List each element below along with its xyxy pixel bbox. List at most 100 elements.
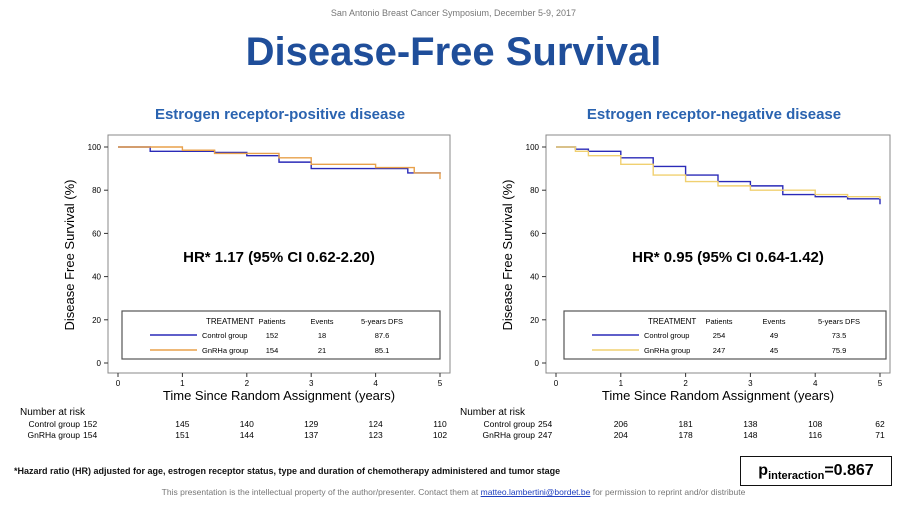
risk-value: 181 — [679, 419, 693, 429]
legend-value: 49 — [770, 331, 778, 340]
hazard-ratio-annotation: HR* 0.95 (95% CI 0.64-1.42) — [632, 249, 824, 266]
risk-value: 178 — [679, 430, 693, 440]
y-tick-label: 60 — [92, 229, 101, 238]
legend-label: GnRHa group — [202, 346, 248, 355]
y-axis-label: Disease Free Survival (%) — [500, 180, 515, 331]
km-curve-gnrha — [118, 146, 441, 180]
p-interaction-box: pinteraction=0.867 — [740, 456, 892, 486]
x-tick-label: 0 — [116, 379, 121, 388]
legend-value: 154 — [266, 346, 279, 355]
p-value: =0.867 — [824, 462, 874, 479]
copyright-pre: This presentation is the intellectual pr… — [161, 487, 481, 497]
conference-label: San Antonio Breast Cancer Symposium, Dec… — [330, 8, 577, 18]
km-curve-control — [556, 146, 881, 205]
x-tick-label: 4 — [373, 379, 378, 388]
hazard-ratio-annotation: HR* 1.17 (95% CI 0.62-2.20) — [183, 249, 375, 266]
legend-column-header: Events — [763, 317, 786, 326]
risk-value: 62 — [875, 419, 885, 429]
y-tick-label: 40 — [530, 273, 539, 282]
legend-value: 21 — [318, 346, 326, 355]
legend-column-header: Events — [311, 317, 334, 326]
risk-value: 204 — [614, 430, 628, 440]
risk-value: 129 — [304, 419, 318, 429]
legend-value: 152 — [266, 331, 279, 340]
copyright-post: for permission to reprint and/or distrib… — [590, 487, 746, 497]
risk-value: 151 — [175, 430, 189, 440]
risk-table-label: Number at risk — [20, 407, 86, 418]
legend-value: 45 — [770, 346, 778, 355]
risk-value: 247 — [538, 430, 552, 440]
legend-label: GnRHa group — [644, 346, 690, 355]
x-tick-label: 2 — [245, 379, 250, 388]
legend-value: 18 — [318, 331, 326, 340]
x-tick-label: 3 — [748, 379, 753, 388]
risk-value: 140 — [240, 419, 254, 429]
y-tick-label: 20 — [92, 316, 101, 325]
chart-title-er-positive: Estrogen receptor-positive disease — [154, 106, 406, 123]
risk-row-label: Control group — [28, 419, 80, 429]
risk-row-label: GnRHa group — [28, 430, 81, 440]
risk-value: 148 — [743, 430, 757, 440]
plot-frame — [107, 134, 451, 374]
x-axis-label: Time Since Random Assignment (years) — [163, 388, 395, 403]
risk-value: 110 — [433, 419, 447, 429]
y-tick-label: 100 — [526, 143, 540, 152]
chart-title-er-negative: Estrogen receptor-negative disease — [586, 106, 842, 123]
y-tick-label: 80 — [530, 186, 539, 195]
risk-row-label: GnRHa group — [483, 430, 536, 440]
legend-title: TREATMENT — [648, 317, 696, 326]
risk-value: 137 — [304, 430, 318, 440]
km-curve-control — [118, 146, 441, 174]
risk-value: 123 — [369, 430, 383, 440]
y-tick-label: 80 — [92, 186, 101, 195]
slide-title: Disease-Free Survival — [245, 30, 662, 74]
risk-value: 154 — [83, 430, 97, 440]
legend-column-header: 5-years DFS — [361, 317, 403, 326]
legend-column-header: 5-years DFS — [818, 317, 860, 326]
x-tick-label: 5 — [878, 379, 883, 388]
plot-frame — [545, 134, 891, 374]
legend-value: 75.9 — [832, 346, 847, 355]
footnote: *Hazard ratio (HR) adjusted for age, est… — [14, 466, 561, 476]
legend-column-header: Patients — [258, 317, 285, 326]
risk-value: 206 — [614, 419, 628, 429]
x-tick-label: 3 — [309, 379, 314, 388]
legend-value: 247 — [713, 346, 726, 355]
y-tick-label: 60 — [530, 229, 539, 238]
y-tick-label: 20 — [530, 316, 539, 325]
x-tick-label: 4 — [813, 379, 818, 388]
legend-value: 73.5 — [832, 331, 847, 340]
risk-value: 108 — [808, 419, 822, 429]
p-label: p — [758, 462, 769, 479]
y-tick-label: 40 — [92, 273, 101, 282]
risk-value: 145 — [175, 419, 189, 429]
x-tick-label: 1 — [180, 379, 185, 388]
p-sub: interaction — [768, 470, 825, 483]
km-curve-gnrha — [556, 146, 881, 200]
legend-value: 85.1 — [375, 346, 390, 355]
risk-value: 124 — [369, 419, 383, 429]
legend-title: TREATMENT — [206, 317, 254, 326]
risk-value: 152 — [83, 419, 97, 429]
y-tick-label: 100 — [88, 143, 102, 152]
x-tick-label: 2 — [683, 379, 688, 388]
risk-table-label: Number at risk — [460, 407, 526, 418]
risk-value: 102 — [433, 430, 447, 440]
risk-value: 144 — [240, 430, 254, 440]
y-tick-label: 0 — [535, 359, 540, 368]
legend-value: 87.6 — [375, 331, 390, 340]
y-tick-label: 0 — [97, 359, 102, 368]
risk-value: 254 — [538, 419, 552, 429]
risk-row-label: Control group — [483, 419, 535, 429]
risk-value: 138 — [743, 419, 757, 429]
risk-value: 116 — [808, 430, 822, 440]
legend-value: 254 — [713, 331, 726, 340]
legend-column-header: Patients — [705, 317, 732, 326]
email-link[interactable]: matteo.lambertini@bordet.be — [480, 487, 591, 497]
x-tick-label: 5 — [438, 379, 443, 388]
y-axis-label: Disease Free Survival (%) — [62, 180, 77, 331]
copyright: This presentation is the intellectual pr… — [0, 487, 907, 497]
